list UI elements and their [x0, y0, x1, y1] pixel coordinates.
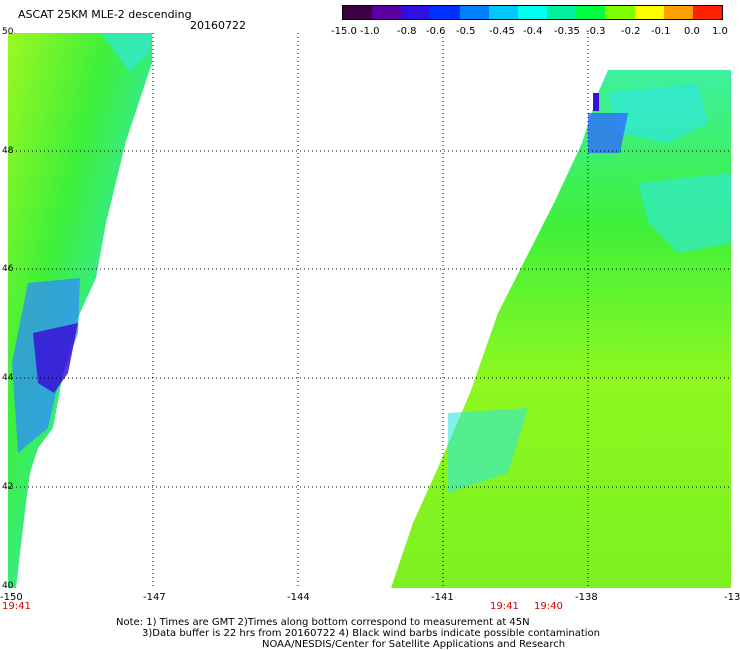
east-swath [391, 70, 731, 588]
colorbar-segment-4 [430, 6, 460, 19]
lon-label: -138 [575, 592, 598, 603]
east-swath-cyan-patch-3 [448, 408, 528, 493]
colorbar [342, 5, 723, 20]
colorbar-label: -1.0 [360, 26, 380, 37]
colorbar-segment-6 [488, 6, 518, 19]
colorbar-segment-2 [372, 6, 402, 19]
chart-date: 20160722 [190, 19, 246, 32]
east-swath-cyan-patch-2 [638, 173, 731, 253]
colorbar-label: -0.8 [397, 26, 417, 37]
colorbar-segment-9 [576, 6, 606, 19]
colorbar-label: -0.6 [426, 26, 446, 37]
colorbar-label: -0.1 [651, 26, 671, 37]
lon-label: -150 [0, 592, 23, 603]
colorbar-segment-8 [547, 6, 577, 19]
colorbar-label: 1.0 [712, 26, 728, 37]
colorbar-label: -0.5 [456, 26, 476, 37]
colorbar-segment-1 [343, 6, 373, 19]
time-label: 19:40 [534, 601, 563, 612]
colorbar-segment-5 [459, 6, 489, 19]
chart-title: ASCAT 25KM MLE-2 descending [18, 8, 192, 21]
lat-label: 40 [2, 581, 14, 591]
colorbar-segment-12 [663, 6, 693, 19]
map-canvas [8, 33, 731, 588]
west-swath-cyan-patch [100, 33, 152, 73]
colorbar-segment-7 [517, 6, 548, 19]
graticule [8, 33, 731, 588]
time-label: 19:41 [490, 601, 519, 612]
lon-label: -147 [143, 592, 166, 603]
map-plot-area [8, 33, 731, 588]
lat-label: 46 [2, 264, 14, 274]
colorbar-segment-10 [605, 6, 635, 19]
lat-label: 50 [2, 27, 14, 37]
lon-label: -13 [724, 592, 740, 603]
east-swath-cyan-patch-1 [608, 83, 708, 143]
colorbar-segment-13 [692, 6, 723, 19]
colorbar-segment-11 [634, 6, 664, 19]
coast-marker [593, 93, 599, 111]
colorbar-label: -0.3 [586, 26, 606, 37]
lat-label: 48 [2, 146, 14, 156]
west-swath [8, 33, 152, 588]
colorbar-label: 0.0 [684, 26, 700, 37]
colorbar-label: -0.35 [554, 26, 580, 37]
west-swath-dark-patch [33, 323, 78, 393]
lon-label: -141 [431, 592, 454, 603]
note-line-1: Note: 1) Times are GMT 2)Times along bot… [116, 617, 530, 628]
colorbar-label: -0.2 [621, 26, 641, 37]
time-label: 19:41 [2, 601, 31, 612]
colorbar-label: -0.4 [523, 26, 543, 37]
lat-label: 44 [2, 373, 14, 383]
note-line-2: 3)Data buffer is 22 hrs from 20160722 4)… [142, 628, 600, 639]
note-line-3: NOAA/NESDIS/Center for Satellite Applica… [262, 639, 566, 650]
lat-label: 42 [2, 482, 14, 492]
east-swath-blue-patch [588, 113, 628, 153]
colorbar-label: -15.0 [331, 26, 357, 37]
lon-label: -144 [287, 592, 310, 603]
colorbar-segment-3 [401, 6, 431, 19]
colorbar-label: -0.45 [489, 26, 515, 37]
